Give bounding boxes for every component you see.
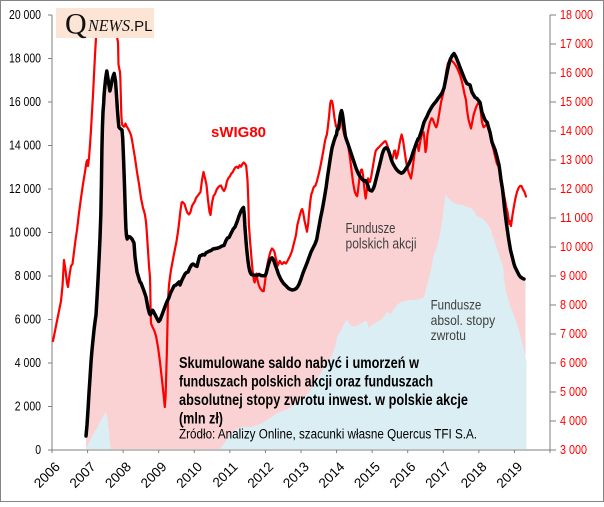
svg-text:18 000: 18 000 bbox=[9, 52, 41, 66]
svg-text:18 000: 18 000 bbox=[560, 8, 593, 22]
svg-text:polskich akcji: polskich akcji bbox=[346, 235, 417, 252]
svg-text:12 000: 12 000 bbox=[9, 182, 41, 196]
svg-text:3 000: 3 000 bbox=[560, 443, 587, 457]
svg-text:sWIG80: sWIG80 bbox=[211, 124, 266, 141]
svg-text:9 000: 9 000 bbox=[560, 269, 587, 283]
svg-text:5 000: 5 000 bbox=[560, 385, 587, 399]
svg-text:6 000: 6 000 bbox=[15, 313, 41, 327]
svg-text:14 000: 14 000 bbox=[9, 139, 41, 153]
svg-text:10 000: 10 000 bbox=[9, 226, 41, 240]
svg-text:7 000: 7 000 bbox=[560, 327, 587, 341]
svg-text:10 000: 10 000 bbox=[560, 240, 593, 254]
svg-text:(mln zł): (mln zł) bbox=[179, 411, 223, 428]
svg-text:14 000: 14 000 bbox=[560, 124, 593, 138]
svg-text:4 000: 4 000 bbox=[15, 356, 41, 370]
svg-text:4 000: 4 000 bbox=[560, 414, 587, 428]
svg-text:8 000: 8 000 bbox=[15, 269, 41, 283]
svg-text:12 000: 12 000 bbox=[560, 182, 593, 196]
svg-text:8 000: 8 000 bbox=[560, 298, 587, 312]
svg-text:Źródło: Analizy Online, szacu: Źródło: Analizy Online, szacunki własne … bbox=[179, 427, 477, 442]
svg-text:absol. stopy: absol. stopy bbox=[431, 313, 496, 328]
svg-text:17 000: 17 000 bbox=[560, 37, 593, 51]
svg-text:Fundusze: Fundusze bbox=[431, 298, 482, 313]
svg-text:NEWS: NEWS bbox=[87, 16, 130, 35]
svg-text:Q: Q bbox=[65, 8, 87, 41]
svg-text:zwrotu: zwrotu bbox=[431, 328, 466, 343]
svg-text:funduszach polskich akcji oraz: funduszach polskich akcji oraz funduszac… bbox=[179, 374, 433, 391]
svg-text:Skumulowane saldo nabyć i umor: Skumulowane saldo nabyć i umorzeń w bbox=[179, 355, 420, 372]
svg-text:13 000: 13 000 bbox=[560, 153, 593, 167]
svg-text:6 000: 6 000 bbox=[560, 356, 587, 370]
svg-text:absolutnej stopy zwrotu inwest: absolutnej stopy zwrotu inwest. w polski… bbox=[179, 392, 468, 409]
svg-text:0: 0 bbox=[35, 443, 41, 457]
svg-text:.PL: .PL bbox=[130, 18, 153, 35]
svg-text:16 000: 16 000 bbox=[560, 66, 593, 80]
svg-text:15 000: 15 000 bbox=[560, 95, 593, 109]
svg-text:20 000: 20 000 bbox=[9, 8, 41, 22]
svg-text:Fundusze: Fundusze bbox=[346, 220, 396, 237]
svg-text:16 000: 16 000 bbox=[9, 95, 41, 109]
svg-text:2 000: 2 000 bbox=[15, 400, 41, 414]
svg-text:11 000: 11 000 bbox=[560, 211, 593, 225]
